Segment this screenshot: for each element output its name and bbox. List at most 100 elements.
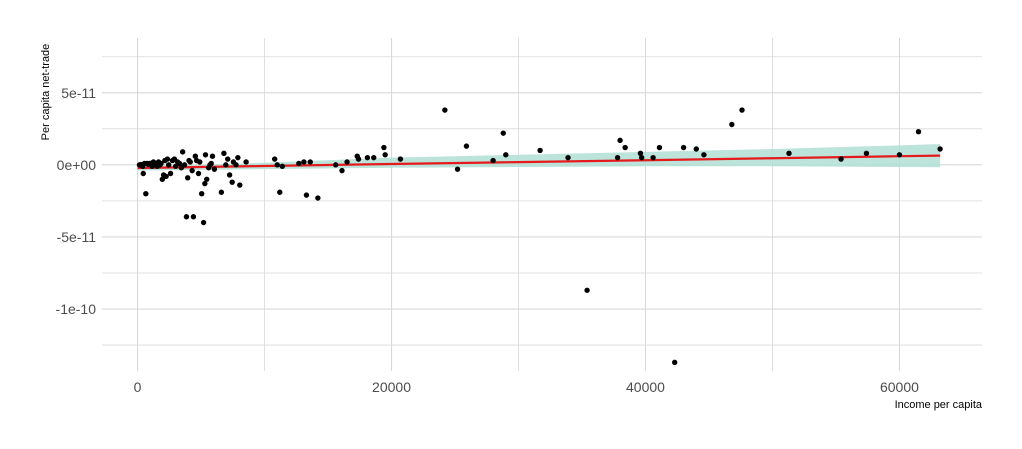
data-point [189, 167, 195, 174]
data-point [202, 152, 209, 158]
data-point [364, 154, 371, 161]
data-point [650, 154, 656, 161]
y-axis-ticks: 5e-11 0e+00 -5e-11 -1e-10 [56, 85, 97, 317]
data-point [271, 156, 278, 162]
data-point [226, 172, 233, 178]
y-tick-label: -5e-11 [57, 229, 97, 245]
data-point [344, 159, 350, 165]
data-point [200, 219, 207, 226]
data-point [301, 159, 307, 165]
y-axis-title: Per capita net-trade [40, 44, 52, 141]
data-point [896, 152, 903, 158]
data-point [638, 154, 645, 161]
data-point [355, 156, 362, 162]
data-point [204, 176, 210, 182]
data-point [159, 176, 166, 182]
data-point [218, 189, 225, 195]
data-point [197, 159, 203, 165]
data-point [303, 192, 310, 198]
data-point [339, 167, 345, 174]
points-layer [136, 107, 943, 366]
y-tick-label: 5e-11 [61, 85, 96, 101]
data-point [500, 130, 506, 136]
data-point [381, 144, 387, 151]
data-point [656, 144, 663, 151]
data-point [183, 214, 190, 220]
data-point [786, 150, 792, 157]
data-point [442, 107, 448, 113]
data-point [371, 154, 377, 161]
data-point [202, 180, 208, 187]
data-point [503, 152, 509, 158]
data-point [164, 156, 171, 162]
data-point [274, 162, 280, 168]
data-point [565, 154, 571, 161]
data-point [185, 175, 191, 181]
data-point [187, 159, 193, 165]
data-point [937, 146, 943, 152]
data-point [235, 154, 241, 161]
data-point [165, 162, 172, 168]
data-point [863, 150, 870, 157]
data-point [671, 359, 678, 366]
data-point [537, 147, 543, 154]
data-point [729, 121, 735, 128]
data-point [192, 153, 199, 159]
fit-line [137, 154, 941, 170]
data-point [277, 189, 283, 195]
fit-line-layer [137, 154, 941, 170]
x-tick-label: 20000 [372, 379, 411, 395]
data-point [198, 190, 205, 197]
y-tick-label: 0e+00 [57, 157, 97, 173]
grid [102, 38, 982, 371]
data-point [225, 156, 231, 162]
data-point [190, 214, 197, 220]
data-point [915, 129, 922, 135]
data-point [617, 137, 623, 144]
data-point [739, 107, 745, 113]
data-point [680, 144, 687, 151]
data-point [163, 173, 169, 180]
x-tick-label: 40000 [626, 379, 665, 395]
data-point [614, 154, 621, 161]
data-point [181, 162, 188, 168]
data-point [237, 182, 243, 188]
data-point [208, 160, 214, 167]
data-point [637, 150, 644, 157]
data-point [296, 160, 302, 167]
data-point [243, 159, 249, 165]
data-point [454, 166, 461, 172]
data-point [463, 143, 470, 149]
x-tick-label: 60000 [880, 379, 919, 395]
data-point [233, 162, 239, 168]
data-point [490, 157, 496, 164]
data-point [209, 153, 216, 159]
data-point [382, 152, 388, 158]
data-point [307, 159, 313, 165]
data-point [622, 144, 628, 151]
x-tick-label: 0 [134, 379, 142, 395]
data-point [229, 179, 235, 185]
x-axis-ticks: 0 20000 40000 60000 [134, 379, 919, 395]
data-point [195, 170, 202, 177]
data-point [179, 149, 186, 155]
y-tick-label: -1e-10 [56, 301, 97, 317]
data-point [221, 150, 227, 157]
data-point [172, 163, 179, 169]
data-point [584, 287, 590, 293]
data-point [693, 146, 699, 152]
data-point [838, 156, 844, 162]
data-point [315, 195, 321, 201]
data-point [176, 160, 183, 167]
data-point [167, 170, 174, 177]
data-point [140, 170, 146, 177]
data-point [143, 190, 149, 197]
data-point [279, 163, 286, 169]
data-point [223, 162, 229, 168]
data-point [332, 162, 339, 168]
data-point [701, 152, 707, 158]
x-axis-title: Income per capita [895, 399, 983, 411]
data-point [397, 156, 404, 162]
data-point [211, 166, 218, 172]
